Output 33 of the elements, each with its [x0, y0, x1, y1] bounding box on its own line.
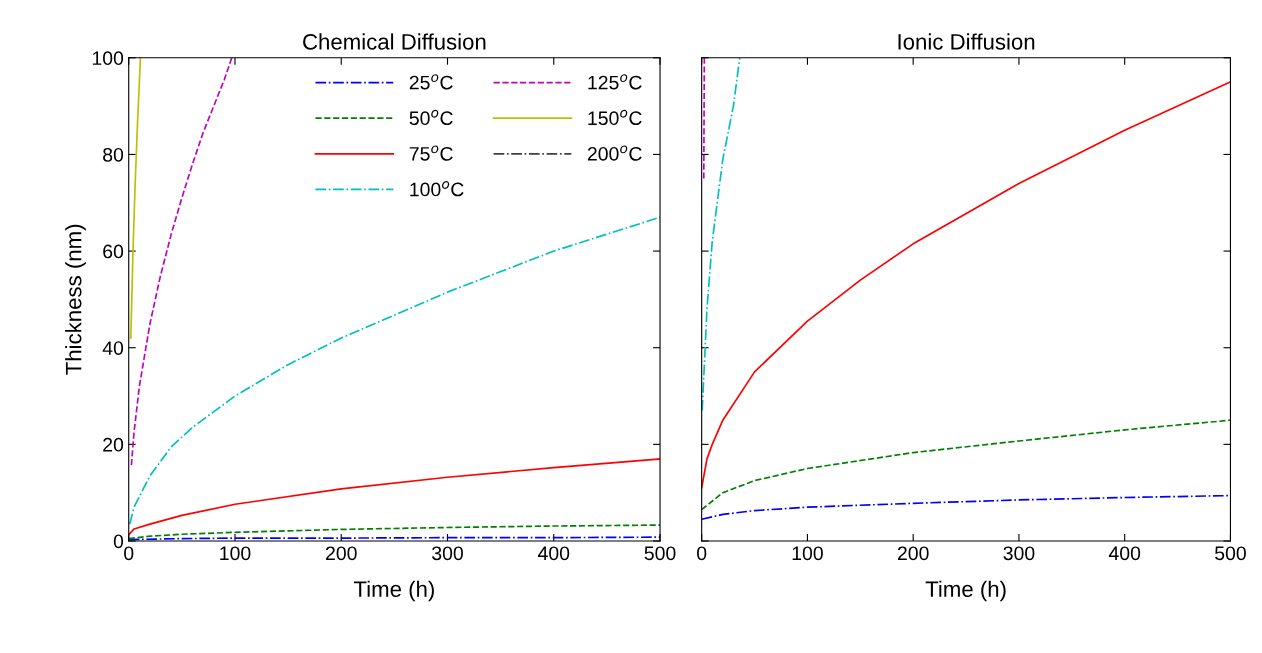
legend-label: 200$^{o}$C	[587, 145, 642, 161]
chart-title: Ionic Diffusion	[898, 33, 1035, 50]
x-tick-label: 400	[1108, 546, 1141, 561]
y-tick-label: 80	[103, 147, 124, 162]
y-tick-label: 40	[102, 341, 124, 355]
x-tick-label: 0	[124, 546, 134, 561]
legend-label: 25$^{o}$C	[409, 74, 453, 90]
x-tick-label: 300	[432, 546, 463, 561]
x-tick-label: 100	[792, 546, 823, 561]
y-tick-label: 0	[113, 534, 124, 549]
chart-title: Chemical Diffusion	[303, 33, 486, 50]
legend-label: 125$^{o}$C	[588, 74, 642, 90]
line-series	[130, 57, 233, 466]
x-tick-label: 0	[697, 546, 707, 561]
y-axis-title: Thickness (nm)	[65, 224, 86, 375]
legend-label: 100$^{o}$C	[410, 181, 464, 197]
x-tick-label: 500	[1215, 546, 1246, 561]
x-tick-label: 100	[220, 546, 251, 561]
x-tick-label: 300	[1003, 546, 1035, 561]
line-series	[130, 57, 142, 339]
legend-label: 50$^{o}$C	[409, 109, 453, 126]
x-tick-label: 500	[644, 546, 676, 561]
y-tick-label: 20	[103, 437, 124, 452]
x-axis-title: Time (h)	[353, 580, 434, 602]
y-tick-label: 100	[92, 51, 124, 66]
x-tick-label: 200	[897, 546, 929, 561]
x-tick-label: 400	[537, 546, 570, 561]
legend-label: 75$^{o}$C	[409, 145, 453, 161]
legend-label: 150$^{o}$C	[588, 109, 642, 126]
x-axis-title: Time (h)	[925, 580, 1006, 602]
y-tick-label: 60	[103, 244, 124, 259]
x-tick-label: 200	[326, 546, 357, 561]
line-series	[128, 458, 661, 536]
